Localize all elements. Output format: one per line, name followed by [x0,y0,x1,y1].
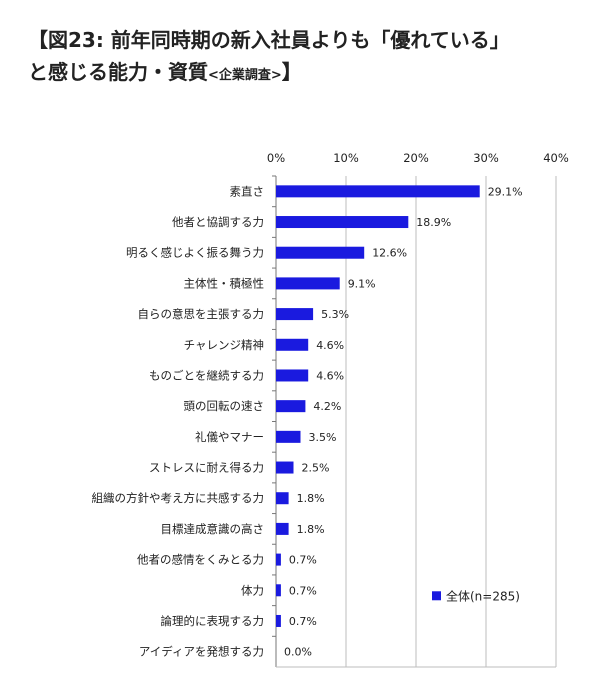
category-label: 自らの意思を主張する力 [138,307,265,321]
x-tick-label: 40% [543,151,569,165]
category-label: 素直さ [230,184,265,198]
title-line-2-sub: <企業調査> [208,68,282,83]
data-label: 4.6% [316,339,344,352]
category-label: 目標達成意識の高さ [161,522,265,536]
x-tick-label: 20% [403,151,429,165]
bar [276,584,281,597]
x-tick-label: 0% [267,151,285,165]
category-label: 体力 [241,583,264,597]
bar [276,308,314,321]
legend-label: 全体(n=285) [446,588,520,603]
title-line-2-end: 】 [281,60,302,84]
bar [276,553,281,566]
category-label: 主体性・積極性 [184,276,265,290]
bar [276,216,409,229]
data-label: 0.7% [289,584,317,597]
bar [276,185,480,198]
data-label: 4.2% [313,400,341,413]
bar [276,430,301,443]
data-label: 1.8% [297,523,325,536]
data-label: 12.6% [372,247,407,260]
chart-title: 【図23: 前年同時期の新入社員よりも「優れている」 と感じる能力・資質<企業調… [28,24,588,92]
bar [276,277,340,290]
data-label: 18.9% [416,216,451,229]
category-label: 組織の方針や考え方に共感する力 [92,491,265,505]
x-tick-label: 10% [333,151,359,165]
data-label: 9.1% [348,277,376,290]
bar [276,369,309,382]
bar [276,461,294,474]
data-label: 29.1% [488,185,523,198]
category-label: 礼儀やマナー [195,430,264,444]
data-label: 5.3% [321,308,349,321]
category-label: 他者の感情をくみとる力 [137,553,264,567]
title-line-2: と感じる能力・資質<企業調査>】 [28,56,588,92]
data-label: 2.5% [302,462,330,475]
category-label: チャレンジ精神 [184,338,264,352]
bar [276,246,365,259]
category-label: 頭の回転の速さ [184,399,265,413]
category-label: ストレスに耐え得る力 [149,461,264,475]
bar [276,492,289,505]
data-label: 0.7% [289,615,317,628]
data-label: 1.8% [297,492,325,505]
category-label: ものごとを継続する力 [149,368,264,382]
x-tick-label: 30% [473,151,499,165]
data-label: 4.6% [316,369,344,382]
data-label: 3.5% [309,431,337,444]
data-label: 0.0% [284,646,312,659]
bar [276,614,281,627]
category-label: 他者と協調する力 [172,215,264,229]
category-label: アイディアを発想する力 [139,645,264,659]
title-line-1: 【図23: 前年同時期の新入社員よりも「優れている」 [28,28,510,52]
category-label: 明るく感じよく振る舞う力 [126,246,264,260]
data-label: 0.7% [289,554,317,567]
legend-swatch [432,591,441,601]
bar [276,522,289,535]
bar [276,400,306,413]
bar [276,338,309,351]
title-line-2-main: と感じる能力・資質 [28,60,208,84]
category-label: 論理的に表現する力 [161,614,265,628]
